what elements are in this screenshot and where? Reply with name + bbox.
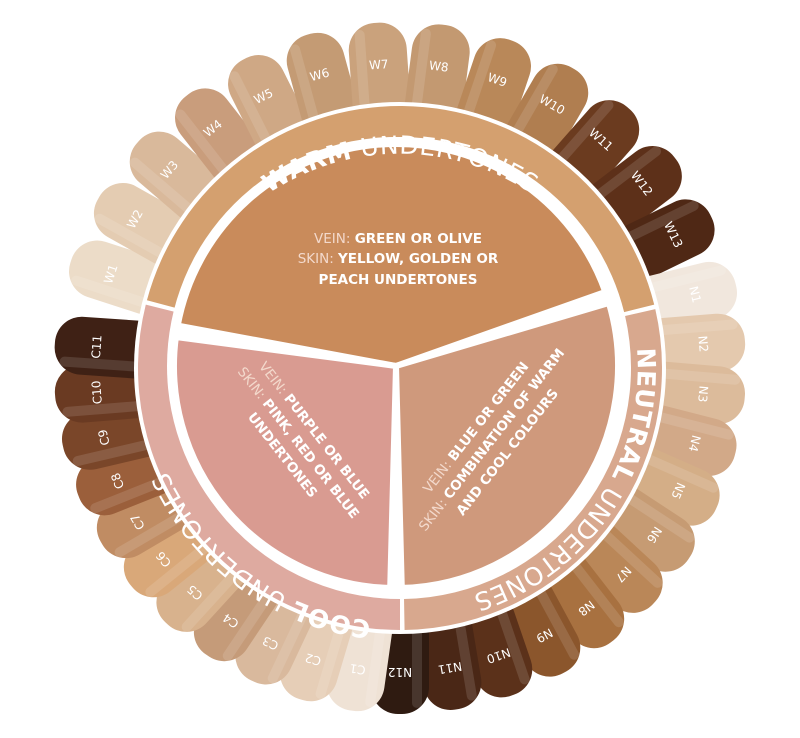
swatch-highlight xyxy=(267,600,312,684)
swatch-label: N12 xyxy=(388,665,412,679)
swatch-highlight xyxy=(410,28,431,118)
swatch-highlight xyxy=(181,562,246,632)
swatch-highlight xyxy=(507,64,558,144)
swatch-highlight xyxy=(646,409,734,440)
swatch-highlight xyxy=(90,473,175,514)
swatch-highlight xyxy=(315,612,349,699)
swatch-highlight xyxy=(229,71,276,153)
swatch-label: N3 xyxy=(695,385,710,403)
cool-ring-segment xyxy=(137,304,401,630)
swatch-label: C7 xyxy=(128,511,148,532)
swatch-label: W6 xyxy=(308,65,331,84)
swatch-highlight xyxy=(531,579,580,660)
swatch-highlight xyxy=(587,146,662,205)
swatch-label: W8 xyxy=(428,58,449,74)
swatch-label: N2 xyxy=(695,335,710,353)
swatch-highlight xyxy=(412,618,422,708)
swatch-highlight xyxy=(71,275,158,311)
swatch-label: W9 xyxy=(486,70,509,90)
warm-description: VEIN: GREEN OR OLIVE SKIN: YELLOW, GOLDE… xyxy=(298,231,499,288)
swatch-highlight xyxy=(59,356,150,373)
swatch-label: N4 xyxy=(686,434,704,454)
swatch-highlight xyxy=(616,200,699,246)
swatch-label: C10 xyxy=(89,380,105,405)
swatch-highlight xyxy=(354,30,371,120)
swatch-label: C1 xyxy=(349,661,367,677)
swatch-highlight xyxy=(222,584,278,661)
swatch-label: C8 xyxy=(108,471,127,491)
swatch-highlight xyxy=(638,265,726,295)
swatch-label: C3 xyxy=(260,633,280,652)
svg-text:SKIN: YELLOW, GOLDEN OR: SKIN: YELLOW, GOLDEN OR xyxy=(298,251,499,267)
cool-sector xyxy=(171,334,399,591)
skin-value-2: PEACH UNDERTONES xyxy=(319,272,478,288)
swatch-highlight xyxy=(460,40,497,126)
swatch-highlight xyxy=(593,523,663,588)
skin-value: YELLOW, GOLDEN OR xyxy=(337,251,499,267)
warm-sector xyxy=(174,141,609,369)
swatch-highlight xyxy=(635,450,719,493)
vein-value: GREEN OR OLIVE xyxy=(355,231,482,247)
swatch-highlight xyxy=(365,617,387,708)
swatch-label: N1 xyxy=(686,285,704,305)
swatch-highlight xyxy=(129,157,201,220)
swatch-label: C11 xyxy=(89,335,105,360)
swatch-highlight xyxy=(62,400,153,417)
swatch-highlight xyxy=(94,213,175,263)
swatch-label: C9 xyxy=(95,428,112,447)
swatch-highlight xyxy=(564,554,624,628)
neutral-ring-segment xyxy=(404,309,662,630)
swatch-label: C2 xyxy=(303,650,322,668)
swatch-highlight xyxy=(72,437,161,467)
skin-key: SKIN: xyxy=(298,251,338,267)
neutral-sector xyxy=(393,299,621,591)
swatch-label: W7 xyxy=(369,57,389,72)
swatch-highlight xyxy=(453,611,477,701)
swatch-highlight xyxy=(175,109,235,183)
swatch-highlight xyxy=(647,319,738,336)
vein-key: VEIN: xyxy=(314,231,355,247)
swatch-highlight xyxy=(650,367,741,385)
swatch-highlight xyxy=(550,100,614,171)
swatch-highlight xyxy=(617,488,695,543)
swatch-label: N11 xyxy=(437,659,463,677)
warm-ring-segment xyxy=(146,105,655,313)
svg-text:VEIN: GREEN OR OLIVE: VEIN: GREEN OR OLIVE xyxy=(314,231,482,247)
swatch-label: N5 xyxy=(668,480,688,501)
swatch-highlight xyxy=(290,44,322,132)
undertone-ring xyxy=(134,102,666,634)
swatch-highlight xyxy=(493,598,530,685)
swatch-label: N9 xyxy=(534,625,555,645)
swatch-label: W1 xyxy=(101,263,120,286)
swatch-highlight xyxy=(114,506,194,558)
swatch-highlight xyxy=(145,536,218,598)
